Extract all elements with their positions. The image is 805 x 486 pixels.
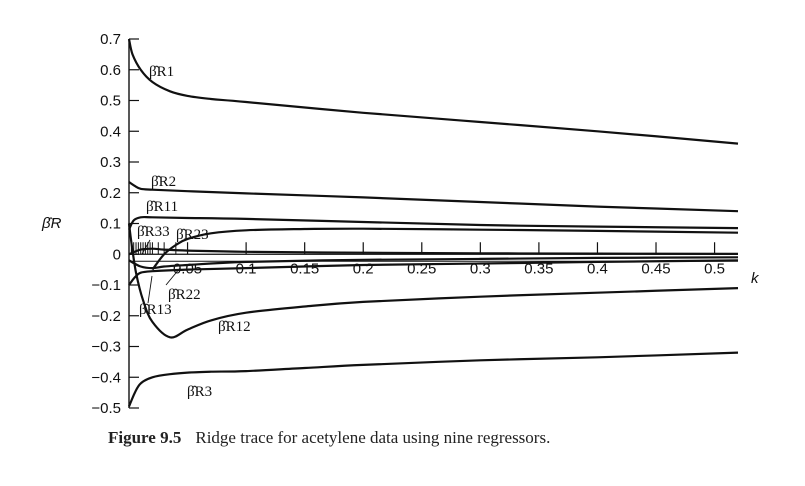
series-line (128, 181, 739, 213)
series-label: β̂R2 (151, 174, 176, 190)
x-tick-label: 0.25 (407, 260, 436, 277)
series-line (151, 227, 739, 271)
x-tick-label: 0.45 (641, 260, 670, 277)
y-tick-label: −0.5 (91, 400, 121, 417)
y-axis-label: β̂R (41, 215, 62, 232)
y-tick-label: −0.2 (91, 308, 121, 325)
x-tick-label: 0.5 (704, 260, 725, 277)
x-tick-label: 0.15 (290, 260, 319, 277)
y-tick-label: −0.1 (91, 277, 121, 294)
series-line (128, 215, 739, 231)
y-tick-label: 0.7 (100, 31, 121, 48)
series-line (128, 247, 739, 256)
y-tick-label: −0.3 (91, 339, 121, 356)
series-line (127, 38, 739, 145)
y-tick-label: 0.3 (100, 154, 121, 171)
series-line (128, 259, 739, 286)
y-tick-label: 0.4 (100, 123, 121, 140)
series-label: β̂R11 (146, 199, 178, 215)
figure-caption: Figure 9.5 Ridge trace for acetylene data… (108, 428, 550, 448)
label-leader-line (147, 275, 153, 304)
x-tick-label: 0.35 (524, 260, 553, 277)
y-tick-label: 0.2 (100, 185, 121, 202)
series-label: β̂R13 (139, 302, 172, 318)
caption-figure-number: Figure 9.5 (108, 428, 182, 447)
y-tick-label: −0.4 (91, 369, 121, 386)
x-tick-label: 0.2 (353, 260, 374, 277)
series-label: β̂R3 (187, 384, 212, 400)
series-line (127, 223, 739, 339)
series-label: β̂R23 (176, 227, 209, 243)
caption-text: Ridge trace for acetylene data using nin… (195, 428, 551, 447)
y-tick-label: 0.1 (100, 216, 121, 233)
label-leader-line (165, 267, 181, 286)
series-label: β̂R22 (168, 287, 201, 303)
x-tick-label: 0.4 (587, 260, 608, 277)
y-tick-label: 0.5 (100, 93, 121, 110)
y-tick-label: 0.6 (100, 62, 121, 79)
series-label: β̂R33 (137, 224, 170, 240)
ridge-trace-chart: 0.7 0.6 0.5 0.4 0.3 0.2 0.1 0 −0.1 −0.2 −0.3 −0.4 −0… (41, 31, 760, 417)
x-axis-label: k (751, 270, 760, 287)
y-tick-label: 0 (113, 246, 121, 263)
series-label: β̂R1 (149, 64, 174, 80)
series-line (127, 351, 739, 407)
series-label: β̂R12 (218, 319, 251, 335)
label-leader-line (141, 239, 151, 255)
series-line (128, 256, 739, 270)
